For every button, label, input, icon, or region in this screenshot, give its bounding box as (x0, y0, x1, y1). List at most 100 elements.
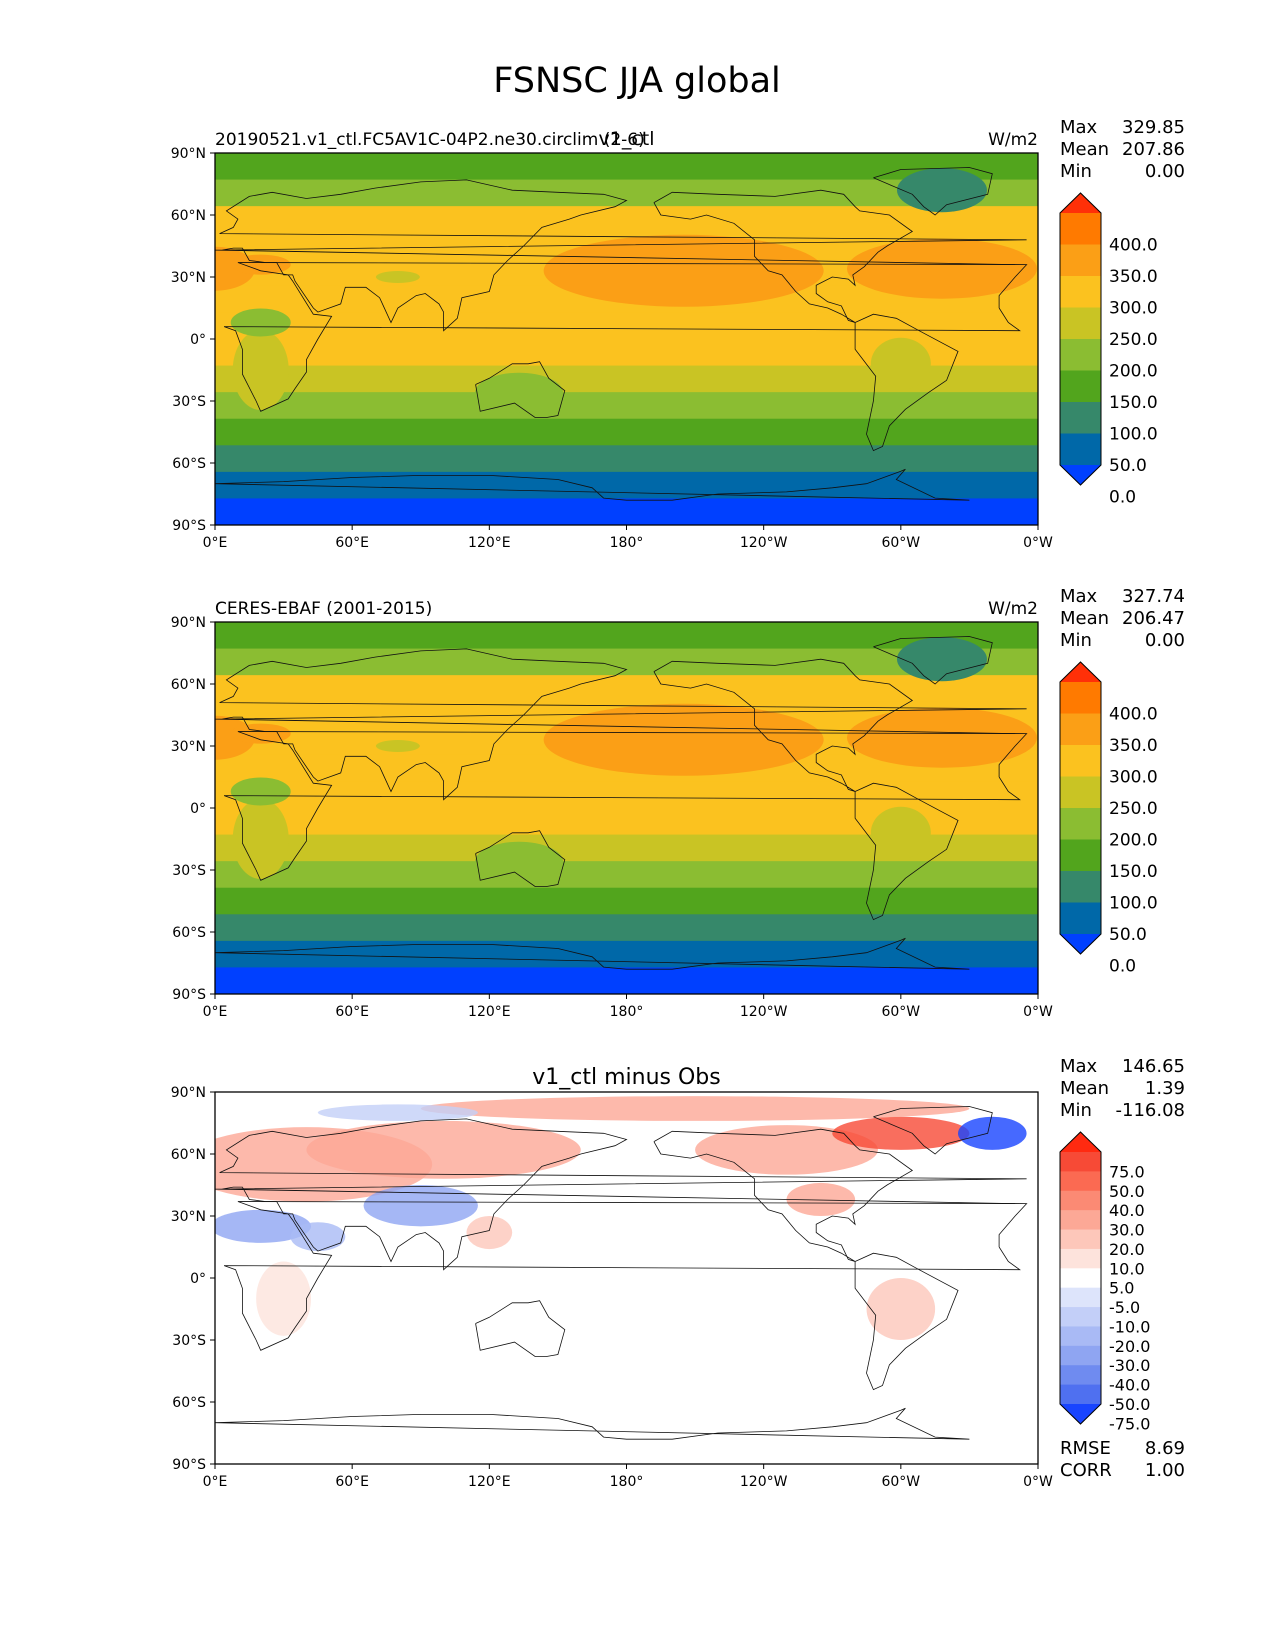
lon-tick-label: 0°E (203, 1004, 228, 1020)
anomaly-patch (866, 1278, 936, 1340)
lat-tick-label: 60°N (171, 208, 206, 224)
colorbar-label: 0.0 (1109, 488, 1136, 508)
panels: 90°N60°N30°N0°30°S60°S90°S0°E 60°E 120°E 18… (171, 117, 1185, 1490)
colorbar-swatch (1060, 1229, 1101, 1250)
north-atlantic-high (846, 238, 1037, 299)
lat-band (215, 914, 1038, 942)
colorbar-label: -50.0 (1109, 1395, 1150, 1414)
colorbar-label: -75.0 (1109, 1414, 1150, 1433)
lon-tick-label: 120°E (468, 535, 511, 551)
lon-tick-label: 0°W (1023, 1004, 1053, 1020)
australia-land (475, 372, 564, 413)
lat-tick-label: 60°N (171, 677, 206, 693)
coastline-africa (223, 262, 1028, 412)
lon-tick-label: 120°W (740, 535, 788, 551)
north-pacific-high (543, 703, 824, 776)
colorbar-swatch (1060, 1248, 1101, 1269)
colorbar-extend-min (1060, 465, 1101, 485)
lat-band (215, 445, 1038, 473)
coastline-greenland (873, 636, 993, 685)
stat-label: Mean (1060, 608, 1109, 629)
colorbar-swatch (1060, 1345, 1101, 1366)
lon-tick-label: 0°W (1023, 535, 1053, 551)
anomaly-patch (317, 1104, 478, 1121)
stat-label: Max (1060, 586, 1098, 607)
anomaly-patch (957, 1116, 1027, 1150)
tibet-land (375, 271, 420, 283)
colorbar-label: 200.0 (1109, 362, 1158, 382)
colorbar-extend-max (1060, 662, 1101, 682)
colorbar-swatch (1060, 370, 1101, 403)
colorbar-label: 50.0 (1109, 456, 1147, 476)
colorbar-label: 250.0 (1109, 799, 1158, 819)
colorbar-label: 250.0 (1109, 330, 1158, 350)
australia-land (475, 841, 564, 882)
lat-tick-label: 90°N (171, 615, 206, 631)
lat-band (215, 498, 1038, 525)
lat-band (215, 471, 1038, 499)
panel-diff: 90°N 60°N 30°N 0° 30°S 60°S 90°S0°E 60°E 120°E 18… (171, 1056, 1185, 1490)
colorbar: 400.0 350.0 300.0 250.0 200.0 150.0 100.0 50.0 0… (1059, 192, 1158, 508)
southern-africa-land (232, 799, 289, 879)
stat-label: Min (1060, 1100, 1092, 1121)
colorbar-swatch (1060, 871, 1101, 903)
colorbar-label: 150.0 (1109, 862, 1158, 882)
map-field (215, 1092, 1038, 1464)
lat-band (215, 392, 1038, 420)
coastline-namerica (653, 1128, 914, 1262)
colorbar-label: -10.0 (1109, 1317, 1150, 1336)
colorbar-label: 400.0 (1109, 705, 1158, 725)
stat-value: 146.65 (1122, 1056, 1185, 1077)
figure-title: FSNSC JJA global (493, 61, 781, 101)
stat-label: Max (1060, 1056, 1098, 1077)
coastline-samerica (854, 313, 959, 452)
stat-value: 207.86 (1122, 139, 1185, 160)
colorbar-swatch (1060, 808, 1101, 840)
colorbar-label: 300.0 (1109, 768, 1158, 788)
colorbar-swatch (1060, 1307, 1101, 1327)
panel-center-title: v1_ctl (598, 128, 654, 150)
lon-tick-label: 120°E (468, 1004, 511, 1020)
central-africa-land (230, 308, 291, 337)
colorbar-label: -5.0 (1109, 1298, 1140, 1317)
anomaly-patch (832, 1116, 970, 1150)
lat-band (215, 206, 1038, 234)
stat-value: 329.85 (1122, 117, 1185, 138)
lat-band (215, 781, 1038, 809)
lon-tick-label: 60°W (881, 1474, 920, 1490)
colorbar-extend-min (1060, 1404, 1101, 1424)
anomaly-patch (290, 1222, 346, 1252)
colorbar-label: 50.0 (1109, 925, 1147, 945)
lat-band (215, 940, 1038, 968)
greenland-land (896, 637, 987, 682)
anomaly-patch (215, 1209, 312, 1243)
south-america-land (870, 806, 931, 859)
lon-tick-label: 180° (610, 1004, 644, 1020)
southern-africa-land (232, 330, 289, 410)
colorbar-swatch (1060, 682, 1101, 714)
coastline-antarctica (215, 1407, 970, 1440)
colorbar-extend-max (1060, 193, 1101, 213)
mediterranean-max (230, 723, 291, 744)
lat-tick-label: 0° (190, 801, 206, 817)
panel-left-title: 20190521.v1_ctl.FC5AV1C-04P2.ne30.circli… (215, 130, 645, 150)
lat-tick-label: 30°S (172, 394, 206, 410)
stat-label: Min (1060, 161, 1092, 182)
colorbar-swatch (1060, 307, 1101, 340)
lat-band (215, 887, 1038, 915)
lat-tick-label: 0° (190, 332, 206, 348)
colorbar-label: 300.0 (1109, 299, 1158, 319)
coastline-australia (475, 1300, 566, 1357)
lat-tick-label: 30°S (172, 863, 206, 879)
south-america-land (870, 337, 931, 390)
lat-tick-label: 30°N (171, 739, 206, 755)
lat-band (215, 675, 1038, 703)
stat-label: Max (1060, 117, 1098, 138)
coastline-africa (223, 1201, 1028, 1351)
colorbar-label: -20.0 (1109, 1337, 1150, 1356)
lat-band (215, 861, 1038, 889)
colorbar-swatch (1060, 1171, 1101, 1192)
colorbar-label: 0.0 (1109, 957, 1136, 977)
anomaly-patch (466, 1216, 513, 1250)
colorbar-swatch (1060, 902, 1101, 935)
